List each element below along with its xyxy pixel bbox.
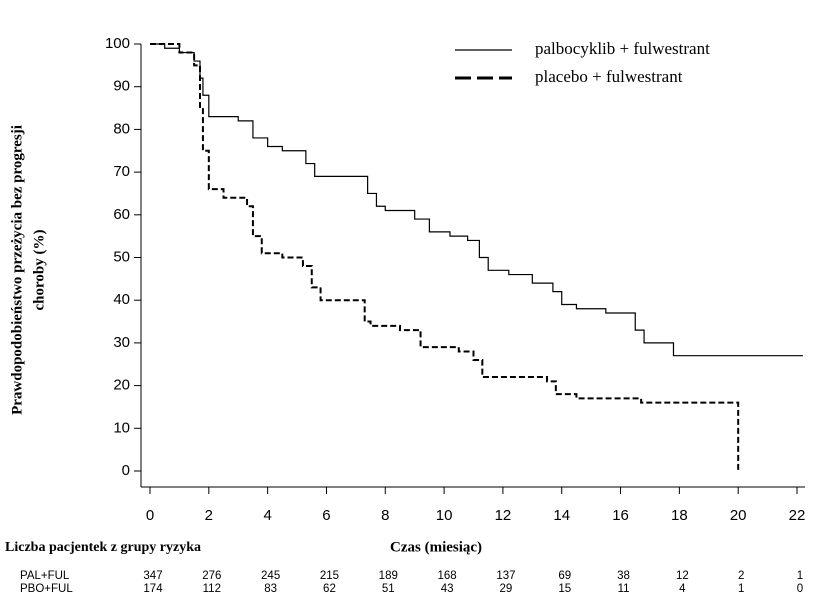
y-tick-label: 90	[113, 78, 130, 95]
y-tick-label: 20	[113, 377, 130, 394]
y-label-line: Prawdopodobieństwo przeżycia bez progres…	[9, 125, 25, 415]
risk-value: 0	[797, 583, 803, 595]
y-label: Prawdopodobieństwo przeżycia bez progres…	[9, 125, 47, 415]
risk-value: 276	[202, 570, 221, 582]
y-tick-label: 70	[113, 163, 130, 180]
risk-value: 43	[441, 583, 454, 595]
risk-value: 215	[320, 570, 339, 582]
risk-value: 62	[323, 583, 336, 595]
risk-value: 112	[203, 583, 221, 595]
risk-value: 245	[261, 570, 280, 582]
risk-value: 38	[617, 570, 630, 582]
x-tick-label: 16	[612, 507, 629, 524]
x-tick-label: 8	[381, 507, 389, 524]
x-tick-label: 12	[495, 507, 512, 524]
y-tick-label: 80	[113, 120, 130, 137]
risk-value: 137	[496, 570, 515, 582]
risk-row-label: PBO+FUL	[20, 583, 73, 595]
legend-label: placebo + fulwestrant	[535, 67, 683, 86]
x-tick-label: 4	[263, 507, 271, 524]
risk-value: 174	[143, 583, 163, 595]
risk-value: 168	[437, 570, 456, 582]
risk-value: 83	[264, 583, 277, 595]
y-tick-label: 40	[113, 291, 130, 308]
y-tick-label: 100	[105, 35, 130, 52]
x-tick-label: 0	[146, 507, 154, 524]
y-tick-label: 10	[113, 419, 130, 436]
risk-value: 15	[558, 583, 571, 595]
risk-value: 51	[382, 583, 395, 595]
risk-value: 4	[679, 583, 686, 595]
risk-value: 69	[558, 570, 571, 582]
risk-value: 11	[618, 583, 630, 595]
x-tick-label: 22	[789, 507, 806, 524]
risk-value: 12	[676, 570, 689, 582]
risk-value: 2	[738, 570, 744, 582]
risk-value: 29	[500, 583, 513, 595]
legend-label: palbocyklib + fulwestrant	[535, 39, 710, 58]
x-tick-label: 14	[553, 507, 570, 524]
y-tick-label: 30	[113, 334, 130, 351]
x-tick-label: 20	[730, 507, 747, 524]
km-curve	[150, 43, 803, 357]
x-tick-label: 2	[205, 507, 213, 524]
risk-value: 1	[797, 570, 803, 582]
x-label: Czas (miesiąc)	[390, 539, 482, 555]
risk-value: 1	[738, 583, 744, 595]
km-curve	[150, 43, 740, 471]
y-tick-label: 0	[122, 462, 130, 479]
y-tick-label: 60	[113, 206, 130, 223]
risk-value: 189	[379, 570, 398, 582]
risk-title: Liczba pacjentek z grupy ryzyka	[5, 540, 201, 555]
risk-value: 347	[143, 570, 162, 582]
x-tick-label: 18	[671, 507, 688, 524]
y-label-line: choroby (%)	[31, 230, 47, 311]
y-tick-label: 50	[113, 248, 130, 265]
risk-row-label: PAL+FUL	[20, 570, 70, 582]
x-tick-label: 6	[322, 507, 330, 524]
x-tick-label: 10	[436, 507, 453, 524]
